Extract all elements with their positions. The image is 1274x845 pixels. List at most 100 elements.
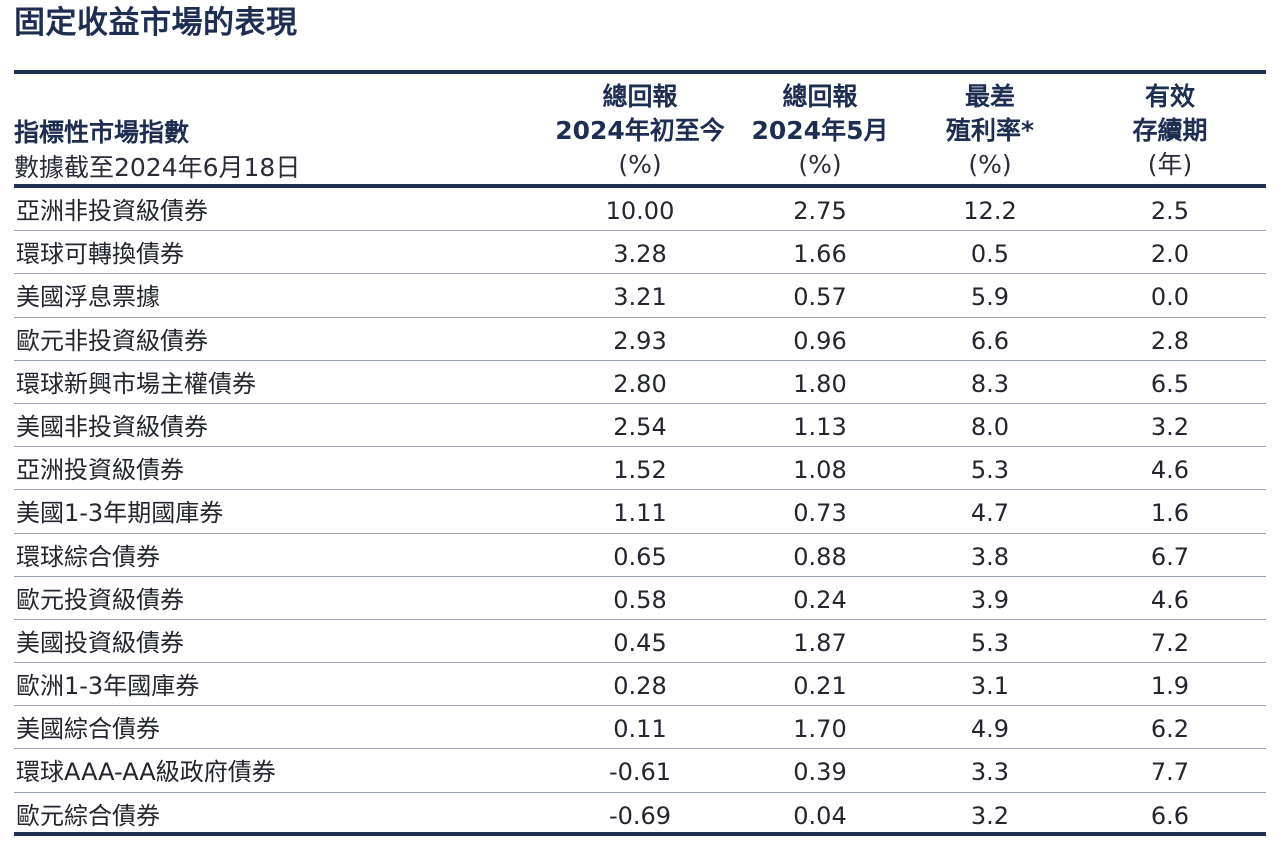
effective-duration-value: 4.6 [1150, 456, 1190, 485]
yield-to-worst-value: 8.0 [970, 412, 1010, 441]
table-row: 美國綜合債券 0.11 1.70 4.9 6.2 [14, 706, 1266, 750]
effective-duration-value: 2.8 [1150, 326, 1190, 355]
effective-duration-value: 1.6 [1150, 499, 1190, 528]
effective-duration-value: 6.5 [1150, 369, 1190, 398]
effective-duration-value: 6.6 [1150, 801, 1190, 830]
column-header-unit: (%) [798, 150, 842, 179]
may-return-value: 1.87 [793, 628, 847, 657]
row-index-name: 環球新興市場主權債券 [16, 369, 256, 398]
table-row: 美國非投資級債券 2.54 1.13 8.0 3.2 [14, 404, 1266, 448]
yield-to-worst-value: 5.3 [970, 628, 1010, 657]
yield-to-worst-value: 6.6 [970, 326, 1010, 355]
may-return-value: 1.66 [793, 240, 847, 269]
yield-to-worst-value: 3.1 [970, 672, 1010, 701]
yield-to-worst-value: 3.9 [970, 585, 1010, 614]
effective-duration-value: 6.7 [1150, 542, 1190, 571]
row-index-name: 美國1-3年期國庫券 [16, 499, 224, 528]
table-row: 歐洲1-3年國庫券 0.28 0.21 3.1 1.9 [14, 663, 1266, 707]
table-row: 美國1-3年期國庫券 1.11 0.73 4.7 1.6 [14, 490, 1266, 534]
column-header-line1: 最差 [964, 82, 1015, 111]
effective-duration-value: 1.9 [1150, 672, 1190, 701]
ytd-return-value: 3.21 [613, 283, 667, 312]
row-index-name: 環球AAA-AA級政府債券 [16, 758, 276, 787]
column-header-line1: 總回報 [782, 82, 858, 111]
row-index-name: 美國投資級債券 [16, 628, 184, 657]
ytd-return-value: 1.52 [613, 456, 667, 485]
yield-to-worst-value: 3.8 [970, 542, 1010, 571]
ytd-return-value: 0.11 [613, 715, 667, 744]
ytd-return-value: -0.61 [608, 758, 672, 787]
row-index-name: 環球綜合債券 [16, 542, 160, 571]
table-top-rule [14, 70, 1266, 74]
table-row: 美國浮息票據 3.21 0.57 5.9 0.0 [14, 274, 1266, 318]
may-return-value: 0.04 [793, 801, 847, 830]
table-row: 環球AAA-AA級政府債券 -0.61 0.39 3.3 7.7 [14, 749, 1266, 793]
yield-to-worst-value: 3.3 [970, 758, 1010, 787]
table-bottom-rule [14, 832, 1266, 836]
index-column-header: 指標性市場指數 [14, 118, 190, 147]
effective-duration-value: 6.2 [1150, 715, 1190, 744]
column-header-line1: 有效 [1144, 82, 1195, 111]
ytd-return-value: 0.65 [613, 542, 667, 571]
row-index-name: 美國非投資級債券 [16, 412, 208, 441]
column-header-line2: 2024年5月 [751, 116, 889, 145]
may-return-value: 0.88 [793, 542, 847, 571]
table-row: 亞洲非投資級債券 10.00 2.75 12.2 2.5 [14, 188, 1266, 232]
ytd-return-value: 2.54 [613, 412, 667, 441]
effective-duration-value: 4.6 [1150, 585, 1190, 614]
effective-duration-value: 3.2 [1150, 412, 1190, 441]
column-header-line2: 殖利率* [945, 116, 1035, 145]
row-index-name: 亞洲投資級債券 [16, 456, 184, 485]
yield-to-worst-value: 4.7 [970, 499, 1010, 528]
row-index-name: 亞洲非投資級債券 [16, 197, 208, 225]
column-header-unit: (%) [618, 150, 662, 179]
row-index-name: 環球可轉換債券 [16, 240, 184, 269]
yield-to-worst-value: 0.5 [970, 240, 1010, 269]
table-row: 歐元綜合債券 -0.69 0.04 3.2 6.6 [14, 793, 1266, 836]
row-index-name: 美國綜合債券 [16, 715, 160, 744]
effective-duration-value: 2.0 [1150, 240, 1190, 269]
header-divider [14, 184, 1266, 188]
row-index-name: 歐元非投資級債券 [16, 326, 208, 355]
may-return-value: 0.24 [793, 585, 847, 614]
column-header-line2: 存續期 [1132, 116, 1208, 145]
table-row: 環球可轉換債券 3.28 1.66 0.5 2.0 [14, 231, 1266, 275]
may-return-value: 2.75 [793, 197, 847, 225]
column-header-unit: (%) [968, 150, 1012, 179]
column-header-may-return: 總回報 2024年5月 (%) [720, 80, 920, 182]
ytd-return-value: 3.28 [613, 240, 667, 269]
effective-duration-value: 7.2 [1150, 628, 1190, 657]
may-return-value: 0.57 [793, 283, 847, 312]
may-return-value: 0.73 [793, 499, 847, 528]
page-title: 固定收益市場的表現 [14, 5, 298, 41]
column-header-line2: 2024年初至今 [555, 116, 725, 145]
table-row: 歐元投資級債券 0.58 0.24 3.9 4.6 [14, 577, 1266, 620]
row-index-name: 美國浮息票據 [16, 283, 160, 312]
may-return-value: 1.70 [793, 715, 847, 744]
column-header-effective-duration: 有效 存續期 (年) [1075, 80, 1265, 182]
ytd-return-value: 0.45 [613, 628, 667, 657]
ytd-return-value: 2.80 [613, 369, 667, 398]
column-header-unit: (年) [1147, 150, 1193, 179]
may-return-value: 1.80 [793, 369, 847, 398]
table-body: 亞洲非投資級債券 10.00 2.75 12.2 2.5 環球可轉換債券 3.28 1.66 0… [14, 188, 1266, 836]
data-as-of-note: 數據截至2024年6月18日 [14, 153, 301, 182]
effective-duration-value: 2.5 [1150, 197, 1190, 225]
effective-duration-value: 0.0 [1150, 283, 1190, 312]
ytd-return-value: 2.93 [613, 326, 667, 355]
yield-to-worst-value: 5.3 [970, 456, 1010, 485]
row-index-name: 歐元綜合債券 [16, 801, 160, 830]
column-header-yield-to-worst: 最差 殖利率* (%) [890, 80, 1090, 182]
table-row: 美國投資級債券 0.45 1.87 5.3 7.2 [14, 620, 1266, 664]
ytd-return-value: 10.00 [605, 197, 675, 225]
column-header-ytd-return: 總回報 2024年初至今 (%) [540, 80, 740, 182]
yield-to-worst-value: 3.2 [970, 801, 1010, 830]
may-return-value: 1.08 [793, 456, 847, 485]
may-return-value: 1.13 [793, 412, 847, 441]
yield-to-worst-value: 4.9 [970, 715, 1010, 744]
ytd-return-value: -0.69 [608, 801, 672, 830]
row-index-name: 歐元投資級債券 [16, 585, 184, 614]
yield-to-worst-value: 5.9 [970, 283, 1010, 312]
table-row: 歐元非投資級債券 2.93 0.96 6.6 2.8 [14, 318, 1266, 361]
yield-to-worst-value: 12.2 [963, 197, 1017, 225]
